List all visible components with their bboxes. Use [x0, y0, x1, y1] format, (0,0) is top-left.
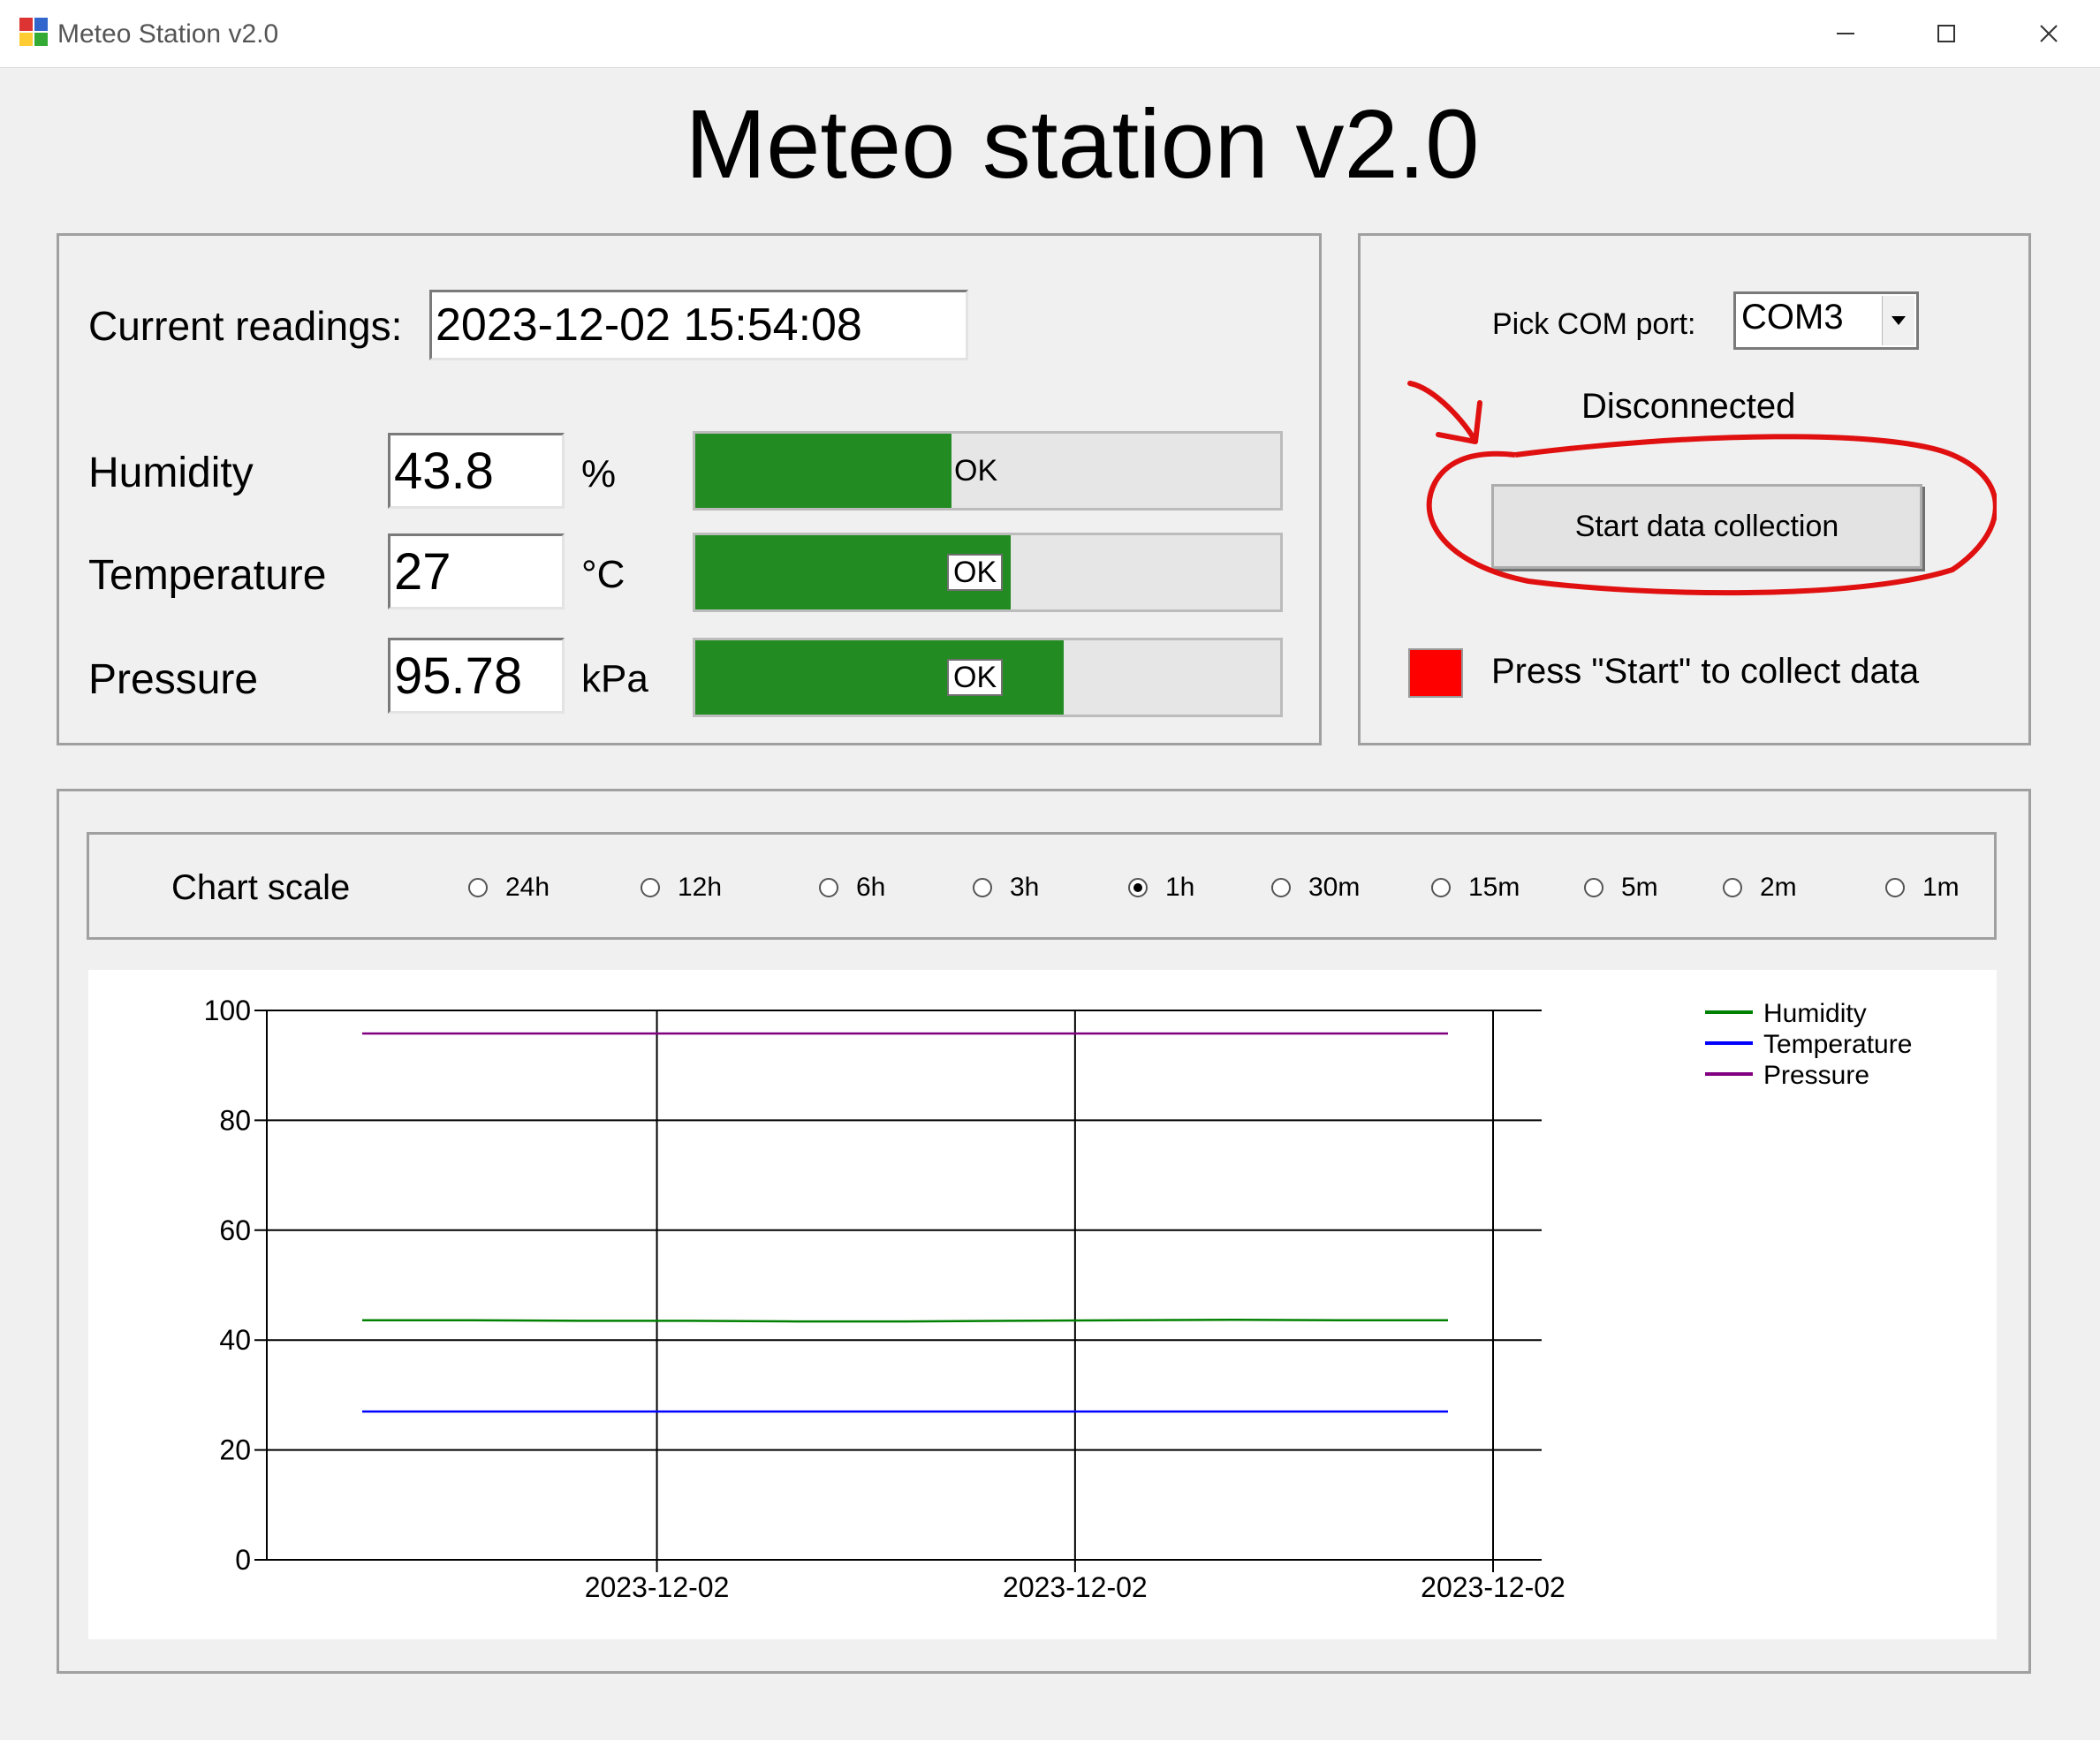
legend-label-temperature: Temperature — [1763, 1030, 1912, 1059]
minimize-button[interactable] — [1823, 12, 1868, 55]
current-readings-field[interactable]: 2023-12-02 15:54:08 — [429, 290, 968, 360]
pressure-field[interactable]: 95.78 — [388, 638, 565, 714]
chart-scale-radio-1m[interactable]: 1m — [1885, 873, 1960, 903]
humidity-unit: % — [581, 452, 617, 496]
close-icon — [2040, 25, 2058, 42]
start-data-collection-button[interactable]: Start data collection — [1491, 484, 1922, 569]
connection-group — [1358, 233, 2031, 745]
radio-circle[interactable] — [973, 878, 992, 897]
chart-scale-label: Chart scale — [171, 868, 351, 907]
chart-scale-radio-30m[interactable]: 30m — [1271, 873, 1360, 903]
chart-scale-radio-2m[interactable]: 2m — [1723, 873, 1797, 903]
radio-label: 12h — [678, 873, 723, 902]
pressure-unit: kPa — [581, 657, 648, 700]
radio-circle[interactable] — [1128, 878, 1148, 897]
close-button[interactable] — [2027, 12, 2071, 55]
y-tick-label: 60 — [219, 1214, 251, 1246]
radio-label: 15m — [1468, 873, 1520, 902]
radio-label: 1h — [1165, 873, 1195, 902]
humidity-progress-bar: OK — [693, 431, 1283, 511]
status-indicator — [1408, 648, 1463, 698]
series-line-humidity — [362, 1318, 1448, 1323]
current-readings-label: Current readings: — [88, 303, 403, 349]
y-tick-label: 40 — [219, 1324, 251, 1356]
status-indicator-text: Press "Start" to collect data — [1491, 652, 1920, 691]
maximize-icon — [1937, 25, 1955, 42]
chart-scale-radio-15m[interactable]: 15m — [1431, 873, 1520, 903]
temperature-progress-bar: OK — [693, 533, 1283, 612]
humidity-field[interactable]: 43.8 — [388, 433, 565, 509]
humidity-progress-fill — [695, 434, 951, 508]
line-chart: 0 20 40 60 80 100 2023-12-02 2023-12-02 2023-12-… — [204, 995, 1913, 1603]
minimize-icon — [1837, 33, 1854, 34]
radio-circle[interactable] — [1431, 878, 1451, 897]
com-port-select[interactable]: COM3 — [1733, 291, 1919, 350]
radio-label: 30m — [1308, 873, 1361, 902]
x-tick-label: 2023-12-02 — [1421, 1571, 1566, 1603]
radio-circle[interactable] — [1723, 878, 1742, 897]
window-titlebar: Meteo Station v2.0 — [0, 0, 2100, 68]
chart-group — [57, 789, 2031, 1674]
temperature-label: Temperature — [88, 552, 327, 599]
humidity-label: Humidity — [88, 450, 254, 496]
connection-status: Disconnected — [1581, 387, 1796, 426]
legend-label-humidity: Humidity — [1763, 999, 1867, 1028]
chart-scale-radio-3h[interactable]: 3h — [973, 873, 1039, 903]
chart-scale-radio-5m[interactable]: 5m — [1584, 873, 1658, 903]
y-tick-label: 100 — [204, 995, 251, 1026]
chart-scale-radio-12h[interactable]: 12h — [641, 873, 722, 903]
page-title: Meteo station v2.0 — [685, 90, 1480, 199]
chart-area: 0 20 40 60 80 100 2023-12-02 2023-12-02 2023-12-… — [88, 970, 1997, 1639]
chart-scale-group — [87, 832, 1997, 940]
pressure-status: OK — [947, 659, 1004, 696]
temperature-unit: °C — [581, 553, 625, 596]
radio-label: 24h — [505, 873, 550, 902]
pressure-progress-bar: OK — [693, 638, 1283, 717]
temperature-status: OK — [947, 554, 1004, 591]
radio-label: 5m — [1621, 873, 1658, 902]
readings-group — [57, 233, 1322, 745]
radio-label: 2m — [1760, 873, 1797, 902]
annotation-arrow-icon — [1407, 381, 1482, 444]
radio-circle[interactable] — [819, 878, 838, 897]
radio-circle[interactable] — [1271, 878, 1291, 897]
chart-scale-radio-24h[interactable]: 24h — [468, 873, 550, 903]
radio-label: 3h — [1010, 873, 1040, 902]
radio-circle[interactable] — [641, 878, 660, 897]
y-tick-label: 0 — [235, 1544, 251, 1576]
app-icon — [19, 18, 49, 48]
radio-label: 1m — [1922, 873, 1960, 902]
x-tick-label: 2023-12-02 — [1003, 1571, 1148, 1603]
temperature-field[interactable]: 27 — [388, 533, 565, 609]
radio-circle[interactable] — [468, 878, 488, 897]
maximize-button[interactable] — [1924, 12, 1968, 55]
radio-label: 6h — [856, 873, 886, 902]
pressure-progress-fill — [695, 640, 1065, 715]
radio-circle[interactable] — [1584, 878, 1603, 897]
x-tick-label: 2023-12-02 — [585, 1571, 730, 1603]
radio-circle[interactable] — [1885, 878, 1905, 897]
y-tick-label: 80 — [219, 1104, 251, 1136]
pressure-label: Pressure — [88, 656, 259, 703]
legend-label-pressure: Pressure — [1763, 1061, 1869, 1090]
red-annotation-overlay — [1407, 381, 1997, 596]
annotation-circle — [1426, 434, 1997, 596]
chart-scale-radio-6h[interactable]: 6h — [819, 873, 885, 903]
com-port-value: COM3 — [1741, 298, 1844, 337]
window-title: Meteo Station v2.0 — [57, 19, 279, 49]
chart-scale-radio-1h[interactable]: 1h — [1128, 873, 1194, 903]
y-tick-label: 20 — [219, 1434, 251, 1466]
com-port-label: Pick COM port: — [1492, 307, 1696, 341]
humidity-status: OK — [954, 454, 998, 488]
chevron-down-icon[interactable] — [1882, 296, 1914, 345]
